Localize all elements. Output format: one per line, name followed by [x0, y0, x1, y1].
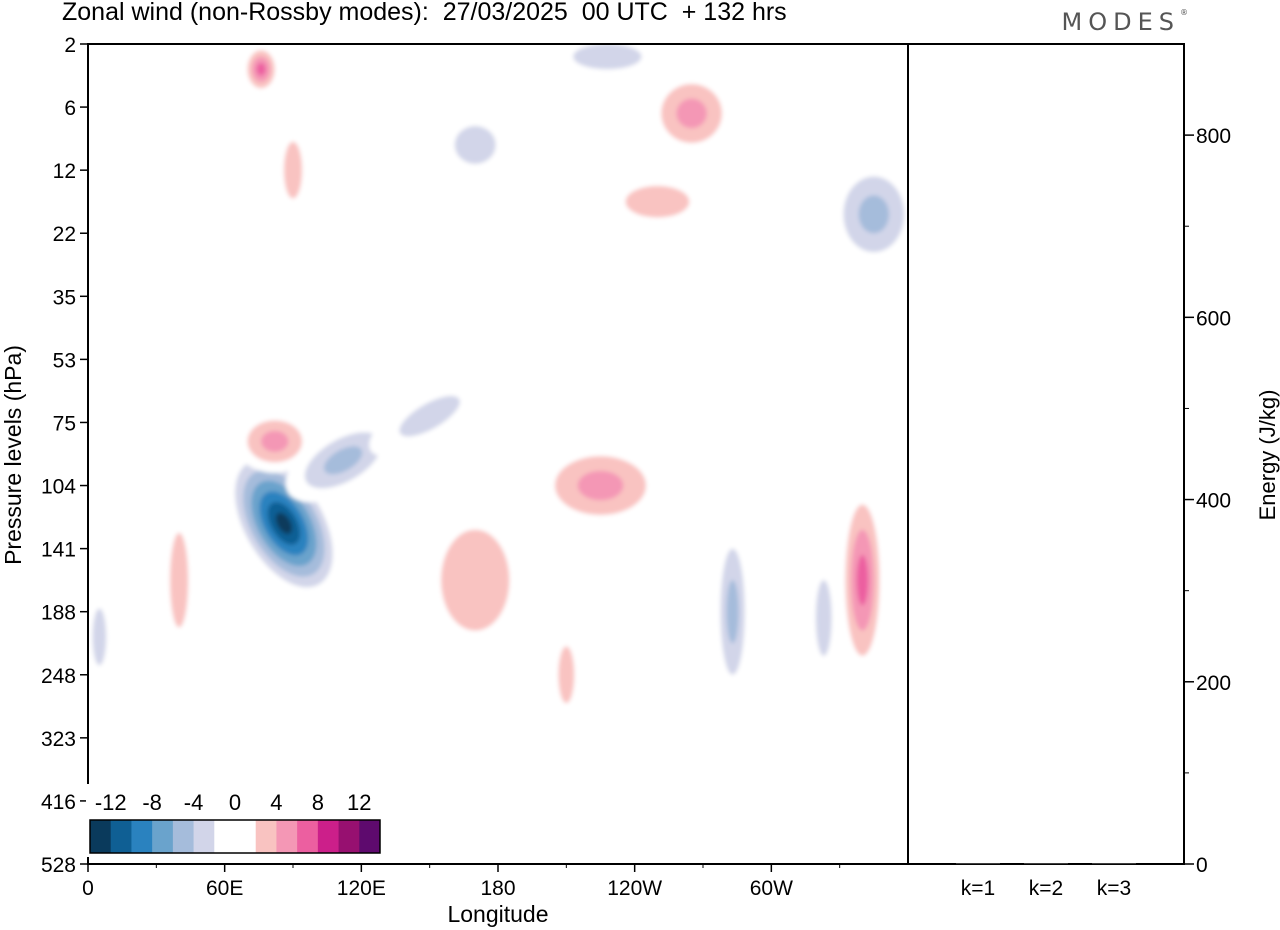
colorbar-swatch	[131, 820, 153, 853]
energy-tick-label: 200	[1196, 672, 1231, 695]
heatmap-contour	[815, 580, 832, 656]
heatmap-contour	[726, 580, 739, 644]
colorbar-swatch	[255, 820, 277, 853]
colorbar-swatch	[90, 820, 112, 853]
colorbar-label: 12	[347, 790, 371, 815]
energy-bar	[1092, 863, 1136, 865]
x-tick-label: 180	[480, 877, 515, 900]
y-tick-label: 22	[53, 223, 76, 246]
colorbar-label: -4	[184, 790, 204, 815]
colorbar-swatch	[110, 820, 132, 853]
x-tick-label: 0	[82, 877, 94, 900]
y-tick-label: 141	[41, 539, 76, 562]
energy-bar	[1024, 863, 1068, 865]
heatmap-contour	[573, 44, 642, 70]
energy-axis: 0 200 400 600 800	[1184, 125, 1231, 877]
y-axis-label: Pressure levels (hPa)	[0, 345, 26, 565]
chart-title: Zonal wind (non-Rossby modes): 27/03/202…	[62, 0, 787, 26]
heatmap-contour	[283, 141, 303, 199]
colorbar-swatch	[214, 820, 236, 853]
y-tick-label: 323	[41, 728, 76, 751]
energy-bar	[956, 863, 1000, 865]
heatmap-contour	[256, 62, 266, 76]
registered-mark-icon: ®	[1180, 8, 1188, 17]
colorbar-swatch	[276, 820, 298, 853]
colorbar-swatch	[359, 820, 381, 853]
energy-category-label: k=3	[1097, 877, 1131, 900]
x-tick-label: 60W	[750, 877, 793, 900]
colorbar: -12 -8 -4 0 4 8 12	[86, 784, 384, 857]
heatmap-contour	[676, 98, 707, 129]
heatmap-contour	[92, 608, 107, 666]
heatmap-contour	[858, 195, 890, 234]
energy-bar-panel: k=1 k=2 k=3 0 200 400 600 800 Energy (J/kg)	[907, 43, 1280, 900]
colorbar-label: -12	[95, 790, 127, 815]
y-tick-label: 12	[53, 160, 76, 183]
energy-tick-label: 800	[1196, 125, 1231, 148]
heatmap-contour	[441, 529, 510, 631]
colorbar-swatch	[235, 820, 257, 853]
heatmap-contour	[625, 185, 690, 218]
colorbar-swatch	[317, 820, 339, 853]
heatmap-field	[88, 44, 908, 864]
energy-tick-label: 0	[1196, 854, 1208, 877]
y-tick-label: 528	[41, 854, 76, 877]
y-tick-label: 35	[53, 286, 76, 309]
colorbar-swatch	[338, 820, 360, 853]
colorbar-label: 8	[312, 790, 324, 815]
colorbar-label: 0	[229, 790, 241, 815]
x-axis: 0 60E 120E 180 120W 60W	[82, 864, 841, 900]
heatmap-contour	[323, 446, 363, 475]
colorbar-label: -8	[142, 790, 162, 815]
energy-bars: k=1 k=2 k=3	[956, 863, 1136, 900]
logo-text: MODES	[1061, 8, 1180, 36]
colorbar-swatch	[172, 820, 194, 853]
y-tick-label: 53	[53, 349, 76, 372]
heatmap-contour	[577, 470, 624, 501]
energy-category-label: k=1	[961, 877, 995, 900]
energy-panel-frame	[907, 43, 1185, 865]
x-tick-label: 120W	[607, 877, 662, 900]
energy-category-label: k=2	[1029, 877, 1063, 900]
colorbar-swatch	[297, 820, 319, 853]
colorbar-label: 4	[270, 790, 282, 815]
energy-axis-label: Energy (J/kg)	[1255, 390, 1280, 521]
colorbar-swatch	[193, 820, 215, 853]
x-tick-label: 60E	[206, 877, 243, 900]
heatmap-contour	[261, 430, 289, 452]
heatmap-contour	[399, 395, 460, 437]
y-tick-label: 104	[41, 476, 76, 499]
modes-logo: MODES®	[1062, 8, 1188, 36]
heatmap-background	[88, 44, 908, 864]
heatmap-contour	[454, 126, 496, 164]
y-tick-label: 416	[41, 791, 76, 814]
y-tick-label: 6	[64, 97, 76, 120]
energy-tick-label: 600	[1196, 307, 1231, 330]
colorbar-frame	[89, 819, 381, 854]
y-tick-label: 75	[53, 412, 76, 435]
heatmap-contour	[170, 532, 189, 628]
y-tick-label: 248	[41, 665, 76, 688]
y-tick-label: 188	[41, 602, 76, 625]
heatmap-features	[88, 44, 908, 732]
y-tick-label: 2	[64, 34, 76, 57]
energy-tick-label: 400	[1196, 490, 1231, 513]
x-axis-label: Longitude	[447, 901, 548, 927]
x-tick-label: 120E	[337, 877, 386, 900]
heatmap-contour	[275, 512, 293, 535]
heatmap-contour	[558, 646, 575, 704]
colorbar-swatch	[152, 820, 174, 853]
y-axis: 2 6 12 22 35 53 75 104 141 188 248 323 416 528	[41, 34, 88, 877]
heatmap-contour	[856, 554, 869, 606]
